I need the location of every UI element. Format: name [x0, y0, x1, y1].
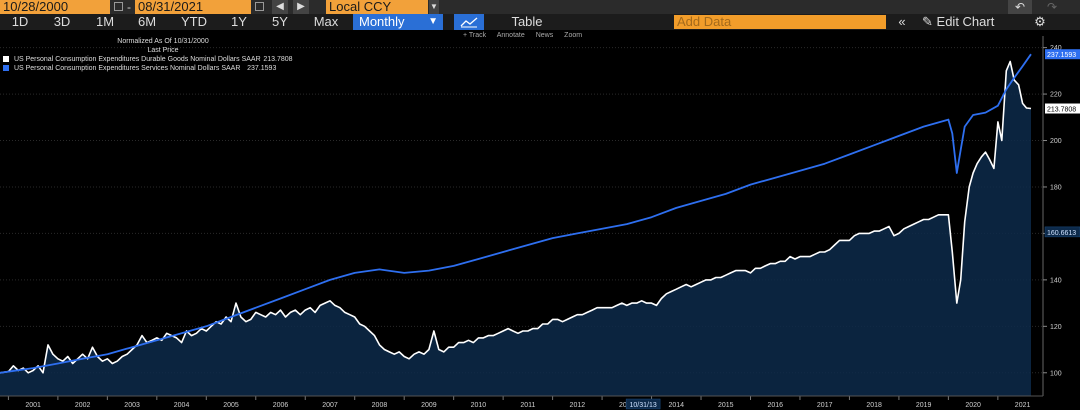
legend-value: 213.7808	[263, 56, 293, 63]
table-button[interactable]: Table	[511, 14, 543, 29]
annotate-tool[interactable]: Annotate	[496, 32, 525, 39]
x-tick-label: 2006	[273, 402, 289, 409]
zoom-tool[interactable]: Zoom	[564, 32, 583, 39]
legend-label: US Personal Consumption Expenditures Dur…	[13, 56, 261, 63]
plot-toolbar: + Track Annotate News Zoom	[463, 32, 591, 39]
legend-label: US Personal Consumption Expenditures Ser…	[13, 65, 241, 72]
cursor-date-label: 10/31/13	[630, 402, 657, 409]
x-tick-label: 2020	[965, 402, 981, 409]
edit-chart-label: Edit Chart	[936, 14, 995, 29]
line-chart[interactable]: 2001 2002 2003 2004 2005 2006 2007 2008 2009 2010…	[0, 30, 1080, 410]
durable-goods-line	[0, 60, 1032, 374]
y-tick-label: 140	[1050, 277, 1062, 284]
chevron-right-icon: ▶	[297, 1, 305, 12]
x-tick-label: 2014	[668, 402, 684, 409]
range-1d[interactable]: 1D	[11, 14, 29, 29]
legend-entry[interactable]: US Personal Consumption Expenditures Dur…	[3, 55, 293, 64]
y-tick-label: 100	[1050, 370, 1062, 377]
services-last-value: 237.1593	[1047, 52, 1076, 59]
x-tick-label: 2008	[372, 402, 388, 409]
currency-select[interactable]: Local CCY	[326, 0, 428, 14]
x-tick-label: 2011	[520, 402, 535, 409]
y-tick-label: 240	[1050, 45, 1062, 52]
end-date-input[interactable]: 08/31/2021	[135, 0, 251, 14]
x-tick-label: 2002	[75, 402, 91, 409]
x-tick-label: 2005	[223, 402, 239, 409]
legend-entry[interactable]: US Personal Consumption Expenditures Ser…	[3, 64, 293, 73]
chart-legend: Normalized As Of 10/31/2000 Last Price U…	[3, 37, 293, 73]
range-max[interactable]: Max	[313, 14, 339, 29]
chart-area[interactable]: 2001 2002 2003 2004 2005 2006 2007 2008 2009 2010…	[0, 30, 1080, 410]
range-ytd[interactable]: YTD	[181, 14, 207, 29]
frequency-select[interactable]: Monthly ▼	[353, 14, 443, 30]
crosshair-value-tag	[1044, 226, 1080, 238]
y-tick-label: 220	[1050, 92, 1062, 99]
range-1y[interactable]: 1Y	[231, 14, 247, 29]
next-period-button[interactable]: ▶	[293, 0, 309, 14]
cursor-date-tag	[625, 398, 661, 410]
legend-swatch	[3, 65, 9, 72]
x-tick-label: 2009	[421, 402, 437, 409]
collapse-button[interactable]: «	[892, 14, 912, 30]
settings-button[interactable]: ⚙	[1030, 14, 1050, 30]
range-6m[interactable]: 6M	[137, 14, 157, 29]
add-data-input[interactable]: Add Data	[674, 15, 886, 29]
x-tick-label: 2007	[322, 402, 338, 409]
chevron-left-icon: ◀	[276, 1, 284, 12]
date-separator: -	[127, 0, 131, 14]
x-tick-label: 2001	[25, 402, 41, 409]
calendar-icon[interactable]	[255, 2, 264, 11]
range-toolbar: 1D 3D 1M 6M YTD 1Y 5Y Max Monthly ▼ Tabl…	[0, 14, 1080, 30]
legend-swatch	[3, 56, 9, 63]
redo-button[interactable]: ↷	[1040, 0, 1064, 14]
y-tick-label: 120	[1050, 324, 1062, 331]
undo-button[interactable]: ↶	[1008, 0, 1032, 14]
track-tool[interactable]: + Track	[463, 32, 487, 39]
range-1m[interactable]: 1M	[95, 14, 115, 29]
x-tick-label: 2021	[1015, 402, 1031, 409]
caret-down-icon: ▼	[428, 16, 438, 27]
x-tick-label: 2019	[916, 402, 932, 409]
durable-last-value: 213.7808	[1047, 107, 1076, 114]
range-3d[interactable]: 3D	[53, 14, 71, 29]
legend-field-note: Last Price	[147, 47, 179, 54]
caret-down-icon[interactable]: ▼	[429, 0, 439, 14]
double-chevron-left-icon: «	[898, 14, 906, 29]
chart-type-button[interactable]	[454, 14, 484, 30]
news-tool[interactable]: News	[535, 32, 554, 39]
frequency-label: Monthly	[359, 14, 405, 29]
redo-icon: ↷	[1046, 0, 1058, 14]
start-date-input[interactable]: 10/28/2000	[0, 0, 110, 14]
calendar-icon[interactable]	[114, 2, 123, 11]
settings-icon: ⚙	[1034, 14, 1046, 29]
x-tick-label: 2016	[767, 402, 783, 409]
durable-goods-area	[0, 61, 1031, 396]
line-chart-icon	[460, 17, 478, 28]
legend-value: 237.1593	[247, 65, 277, 72]
x-tick-label: 2010	[471, 402, 487, 409]
services-line	[0, 53, 1032, 374]
range-5y[interactable]: 5Y	[272, 14, 288, 29]
x-tick-label: 2004	[174, 402, 190, 409]
crosshair-value: 160.6613	[1047, 230, 1076, 237]
services-last-value-tag	[1045, 49, 1080, 60]
x-tick-label: 2015	[718, 402, 734, 409]
pencil-icon: ✎	[922, 14, 933, 29]
y-tick-label: 180	[1050, 184, 1062, 191]
y-tick-label: 200	[1050, 138, 1062, 145]
x-tick-label: 2018	[866, 402, 882, 409]
x-tick-label: 2017	[817, 402, 833, 409]
date-range-bar: 10/28/2000 - 08/31/2021 ◀ ▶ Local CCY ▼ …	[0, 0, 1080, 14]
edit-chart-button[interactable]: ✎ Edit Chart	[922, 14, 994, 30]
undo-icon: ↶	[1014, 0, 1026, 14]
x-tick-label: 2012	[570, 402, 586, 409]
durable-last-value-tag	[1045, 103, 1080, 114]
legend-normalized-note: Normalized As Of 10/31/2000	[117, 38, 209, 45]
prev-period-button[interactable]: ◀	[272, 0, 288, 14]
x-tick-label: 2003	[124, 402, 140, 409]
